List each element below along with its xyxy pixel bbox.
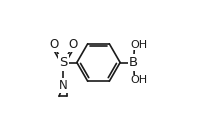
Text: O: O [68, 38, 77, 51]
Text: O: O [49, 38, 59, 51]
Text: OH: OH [131, 75, 148, 85]
Text: OH: OH [131, 40, 148, 50]
Text: S: S [59, 56, 67, 69]
Text: B: B [129, 56, 138, 69]
Text: N: N [59, 79, 68, 92]
